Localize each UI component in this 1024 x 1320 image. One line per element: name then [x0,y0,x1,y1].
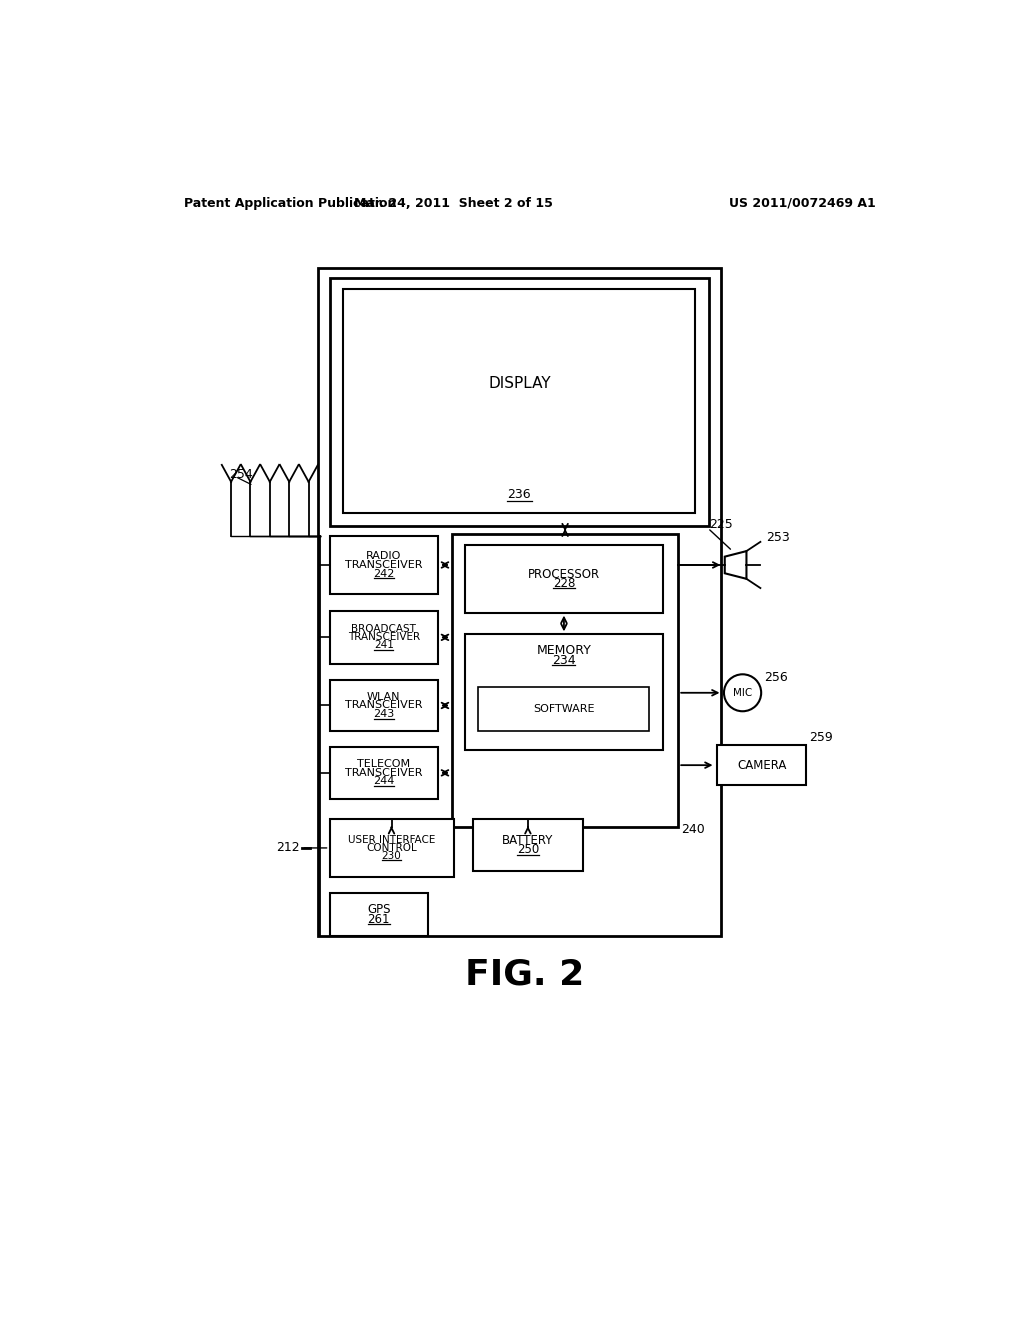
Text: US 2011/0072469 A1: US 2011/0072469 A1 [729,197,876,210]
Text: CONTROL: CONTROL [367,843,417,853]
Text: Mar. 24, 2011  Sheet 2 of 15: Mar. 24, 2011 Sheet 2 of 15 [354,197,553,210]
Bar [465,635,663,750]
Bar [317,268,721,936]
Text: 234: 234 [552,653,575,667]
Text: 243: 243 [373,709,394,719]
Text: 253: 253 [766,531,790,544]
Bar [473,818,583,871]
Text: TRANSCEIVER: TRANSCEIVER [345,701,423,710]
Bar [330,536,438,594]
Text: 254: 254 [229,467,253,480]
Text: Patent Application Publication: Patent Application Publication [183,197,396,210]
Text: WLAN: WLAN [367,692,400,702]
Text: CAMERA: CAMERA [737,759,786,772]
Text: 261: 261 [368,912,390,925]
Text: 250: 250 [517,843,539,857]
Bar [343,289,695,512]
Text: MIC: MIC [733,688,753,698]
Bar [452,535,678,826]
Text: 236: 236 [508,488,531,502]
Polygon shape [725,552,746,579]
Text: SOFTWARE: SOFTWARE [532,704,594,714]
Text: 228: 228 [553,577,575,590]
Bar [717,744,806,785]
Text: 241: 241 [374,640,393,651]
Bar [330,818,454,876]
Text: 240: 240 [681,822,706,836]
Text: TRANSCEIVER: TRANSCEIVER [348,632,420,643]
Text: GPS: GPS [367,903,390,916]
Bar [330,611,438,664]
Text: TRANSCEIVER: TRANSCEIVER [345,768,423,777]
Text: BATTERY: BATTERY [502,834,554,847]
Text: 242: 242 [373,569,394,578]
Text: 225: 225 [710,519,733,532]
Text: MEMORY: MEMORY [537,644,592,657]
Text: 230: 230 [382,851,401,861]
Text: 244: 244 [373,776,394,787]
Text: RADIO: RADIO [366,552,401,561]
Bar [478,686,649,731]
Circle shape [724,675,761,711]
Text: BROADCAST: BROADCAST [351,624,416,634]
Text: 212: 212 [276,841,300,854]
Bar [330,681,438,730]
Bar [330,892,428,936]
Text: FIG. 2: FIG. 2 [465,957,585,991]
Text: PROCESSOR: PROCESSOR [528,568,600,581]
Bar [465,545,663,612]
Text: TRANSCEIVER: TRANSCEIVER [345,560,423,570]
Text: 256: 256 [764,671,788,684]
Text: USER INTERFACE: USER INTERFACE [348,834,435,845]
Text: 259: 259 [809,731,833,744]
Bar [330,277,710,525]
Text: TELECOM: TELECOM [357,759,411,770]
Bar [330,747,438,799]
Text: DISPLAY: DISPLAY [488,376,551,391]
